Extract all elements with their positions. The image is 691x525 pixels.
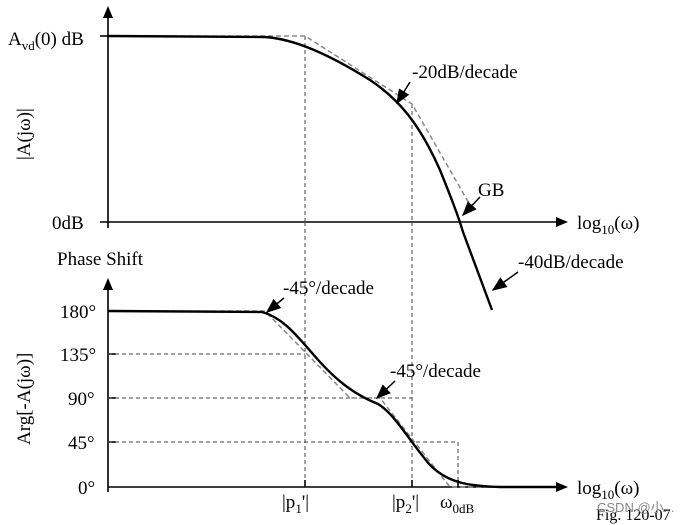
magnitude-annotation-gb: GB <box>478 180 504 201</box>
magnitude-x-arrow <box>556 217 568 227</box>
magnitude-x-axis-label: log10(ω) <box>577 213 639 237</box>
phase-arrow-2 <box>375 380 396 400</box>
phase-w0-label: ω0dB <box>440 492 475 516</box>
phase-y-axis-label: Arg[-A(jω)] <box>14 353 35 445</box>
phase-y-arrow <box>103 278 113 290</box>
magnitude-zero-label: 0dB <box>52 213 84 234</box>
phase-annotation-1: -45°/decade <box>283 278 374 299</box>
magnitude-y-arrow <box>103 6 113 18</box>
phase-x-arrow <box>556 482 568 492</box>
phase-annotation-2: -45°/decade <box>390 361 481 382</box>
phase-tick-label-90: 90° <box>68 389 95 410</box>
phase-p1-label: |p1'| <box>282 492 309 516</box>
phase-curve <box>107 309 560 489</box>
magnitude-arrow-gb <box>461 196 481 217</box>
phase-tick-label-180: 180° <box>60 302 96 323</box>
phase-title: Phase Shift <box>57 249 144 270</box>
figure-label: Fig. 120-07 <box>596 507 671 524</box>
watermark: CSDN @小... <box>597 500 674 515</box>
magnitude-plot: Avd(0) dB |A(jω)| 0dB log10(ω) -20dB/dec… <box>8 6 639 311</box>
phase-x-axis-label: log10(ω) <box>577 478 639 502</box>
phase-asymptote <box>108 310 560 488</box>
phase-arrow-1 <box>265 297 285 313</box>
phase-tick-label-0: 0° <box>78 478 95 499</box>
phase-plot: Phase Shift 180° 135° 90° 45° 0° Arg[-A(… <box>14 222 639 516</box>
magnitude-arrow-20db <box>396 81 411 105</box>
magnitude-annotation-40db: -40dB/decade <box>518 252 624 273</box>
phase-tick-label-45: 45° <box>68 433 95 454</box>
magnitude-arrow-40db <box>491 271 519 291</box>
magnitude-y-axis-label: |A(jω)| <box>14 108 35 160</box>
magnitude-y-top-label: Avd(0) dB <box>8 29 84 53</box>
magnitude-annotation-20db: -20dB/decade <box>412 62 518 83</box>
phase-tick-label-135: 135° <box>60 345 96 366</box>
magnitude-curve <box>107 34 494 311</box>
phase-p2-label: |p2'| <box>392 492 419 516</box>
